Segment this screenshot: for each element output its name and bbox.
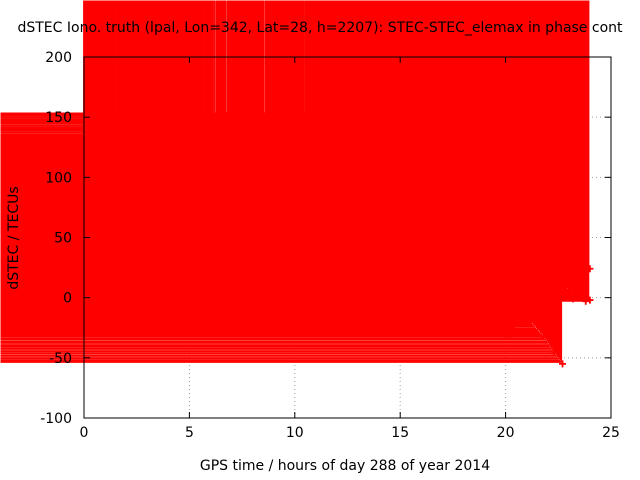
data-point	[552, 270, 560, 278]
data-point	[586, 296, 594, 304]
x-tick-label: 5	[185, 425, 194, 441]
chart-title: dSTEC Iono. truth (lpal, Lon=342, Lat=28…	[17, 20, 623, 36]
data-point	[506, 330, 514, 338]
data-point	[527, 318, 535, 326]
series-25	[0, 0, 594, 304]
data-point	[514, 318, 522, 326]
y-tick-label: 50	[54, 231, 72, 247]
x-tick-label: 20	[497, 425, 515, 441]
x-tick-label: 0	[80, 425, 89, 441]
ticks: 0 5 10 15 20 25 -100 -50 0 50 100 150 200	[40, 50, 620, 441]
data-point	[577, 294, 585, 302]
x-axis-label: GPS time / hours of day 288 of year 2014	[200, 458, 490, 474]
data-point	[550, 348, 558, 356]
data-point	[559, 360, 567, 368]
data-point	[540, 332, 548, 340]
y-tick-label: -100	[40, 411, 72, 427]
y-tick-label: 150	[45, 110, 72, 126]
y-tick-label: -50	[49, 351, 72, 367]
y-tick-label: 200	[45, 50, 72, 66]
x-tick-label: 25	[602, 425, 620, 441]
data-point	[561, 282, 569, 290]
data-point	[544, 252, 552, 260]
y-tick-label: 100	[45, 170, 72, 186]
data-point	[523, 306, 531, 314]
data-point	[569, 289, 577, 297]
y-tick-label: 0	[63, 291, 72, 307]
x-tick-label: 10	[286, 425, 304, 441]
series-layer	[0, 0, 594, 368]
x-tick-label: 15	[391, 425, 409, 441]
y-axis-label: dSTEC / TECUs	[6, 186, 22, 289]
